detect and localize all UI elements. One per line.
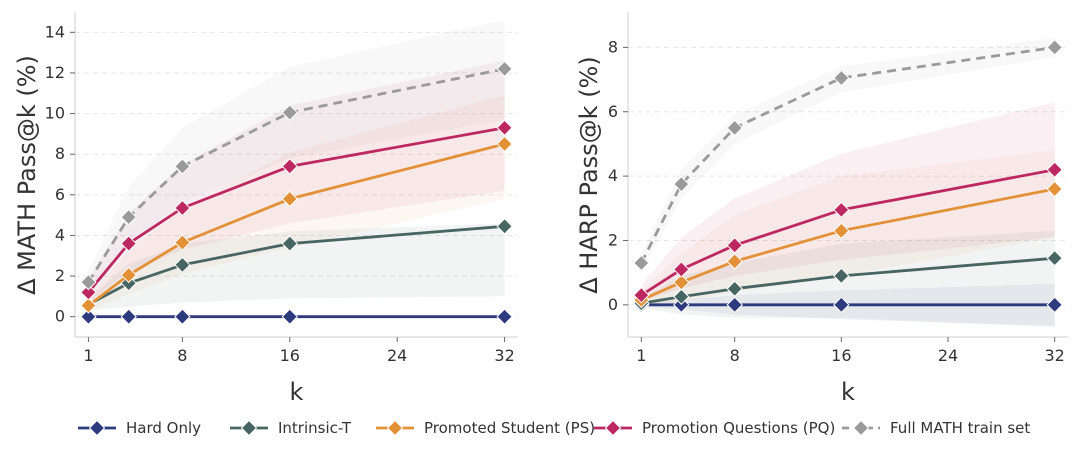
data-point-promoted_student <box>496 135 513 153</box>
band-full_math <box>88 20 505 293</box>
y-tick-label: 8 <box>608 37 618 56</box>
data-point-full_math <box>673 175 690 193</box>
data-point-intrinsic_t <box>281 235 298 252</box>
x-tick-label: 1 <box>83 346 93 365</box>
x-axis-label: k <box>290 378 304 406</box>
legend-label: Promoted Student (PS) <box>424 419 595 437</box>
data-point-hard_only <box>120 308 137 325</box>
legend: Hard Only Intrinsic-T Promoted Student (PS… <box>78 419 1030 437</box>
x-tick-label: 8 <box>730 346 740 365</box>
data-point-intrinsic_t <box>833 267 850 285</box>
y-tick-label: 14 <box>45 22 65 41</box>
data-point-promoted_student <box>80 297 97 314</box>
legend-item-intrinsic_t: Intrinsic-T <box>230 419 352 437</box>
band-intrinsic_t <box>641 230 1055 328</box>
data-point-promotion_questions <box>80 284 97 301</box>
legend-swatch-marker <box>852 419 870 437</box>
legend-label: Promotion Questions (PQ) <box>642 419 835 437</box>
legend-label: Full MATH train set <box>890 419 1030 437</box>
data-point-hard_only <box>726 296 743 314</box>
legend-label: Intrinsic-T <box>278 419 352 437</box>
data-point-promotion_questions <box>673 261 690 278</box>
y-tick-label: 4 <box>608 166 618 185</box>
band-promotion_questions <box>641 102 1055 302</box>
legend-item-full_math: Full MATH train set <box>842 419 1030 437</box>
x-axis-label: k <box>841 378 855 406</box>
y-axis-label: Δ HARP Pass@k (%) <box>575 56 603 293</box>
data-point-hard_only <box>1046 296 1063 314</box>
data-point-intrinsic_t <box>1046 249 1063 267</box>
y-tick-label: 0 <box>55 307 65 326</box>
y-tick-label: 12 <box>45 63 65 82</box>
x-tick-label: 32 <box>494 346 514 365</box>
data-point-promotion_questions <box>1046 161 1063 178</box>
legend-label: Hard Only <box>126 419 201 437</box>
legend-swatch-marker <box>386 419 404 437</box>
data-point-promotion_questions <box>633 286 650 304</box>
x-tick-label: 24 <box>387 346 407 365</box>
data-point-promotion_questions <box>174 199 191 217</box>
legend-swatch-marker <box>88 419 106 437</box>
data-point-intrinsic_t <box>673 288 690 305</box>
data-point-intrinsic_t <box>174 256 191 274</box>
band-full_math <box>641 37 1055 273</box>
data-point-full_math <box>174 158 191 175</box>
y-tick-label: 2 <box>608 230 618 249</box>
y-tick-label: 2 <box>55 266 65 285</box>
x-tick-label: 24 <box>938 346 958 365</box>
data-point-hard_only <box>496 308 513 325</box>
y-tick-label: 4 <box>55 225 65 244</box>
band-intrinsic_t <box>88 223 505 311</box>
data-point-intrinsic_t <box>496 218 513 235</box>
y-axis-label: Δ MATH Pass@k (%) <box>13 55 41 295</box>
legend-item-hard_only: Hard Only <box>78 419 201 437</box>
data-point-full_math <box>833 69 850 87</box>
data-point-promoted_student <box>833 222 850 240</box>
x-tick-label: 8 <box>177 346 187 365</box>
data-point-promotion_questions <box>281 158 298 175</box>
x-tick-label: 16 <box>280 346 300 365</box>
y-tick-label: 0 <box>608 295 618 314</box>
data-point-promoted_student <box>120 266 137 284</box>
legend-item-promoted_student: Promoted Student (PS) <box>376 419 595 437</box>
data-point-promotion_questions <box>833 201 850 219</box>
data-point-full_math <box>281 104 298 121</box>
data-point-promotion_questions <box>726 237 743 254</box>
y-tick-label: 10 <box>45 104 65 123</box>
data-point-full_math <box>633 254 650 272</box>
data-point-promotion_questions <box>496 119 513 136</box>
data-point-hard_only <box>833 296 850 314</box>
data-point-hard_only <box>174 308 191 325</box>
band-promotion_questions <box>88 60 505 303</box>
data-point-full_math <box>726 119 743 137</box>
y-tick-label: 6 <box>55 185 65 204</box>
data-point-full_math <box>1046 39 1063 56</box>
legend-swatch-marker <box>240 419 258 437</box>
data-point-promoted_student <box>281 190 298 208</box>
x-tick-label: 32 <box>1044 346 1064 365</box>
band-promoted_student <box>88 95 505 311</box>
data-point-hard_only <box>281 308 298 325</box>
data-point-promoted_student <box>726 253 743 270</box>
data-point-hard_only <box>80 308 97 325</box>
data-point-promoted_student <box>673 274 690 291</box>
x-tick-label: 1 <box>636 346 646 365</box>
data-point-full_math <box>496 60 513 78</box>
data-point-promoted_student <box>174 234 191 251</box>
legend-swatch-marker <box>604 419 622 437</box>
legend-item-promotion_questions: Promotion Questions (PQ) <box>594 419 835 437</box>
x-tick-label: 16 <box>831 346 851 365</box>
y-tick-label: 8 <box>55 144 65 163</box>
data-point-intrinsic_t <box>726 280 743 297</box>
y-tick-label: 6 <box>608 102 618 121</box>
data-point-full_math <box>120 208 137 226</box>
data-point-full_math <box>80 273 97 291</box>
data-point-promotion_questions <box>120 235 137 252</box>
data-point-promoted_student <box>1046 180 1063 198</box>
